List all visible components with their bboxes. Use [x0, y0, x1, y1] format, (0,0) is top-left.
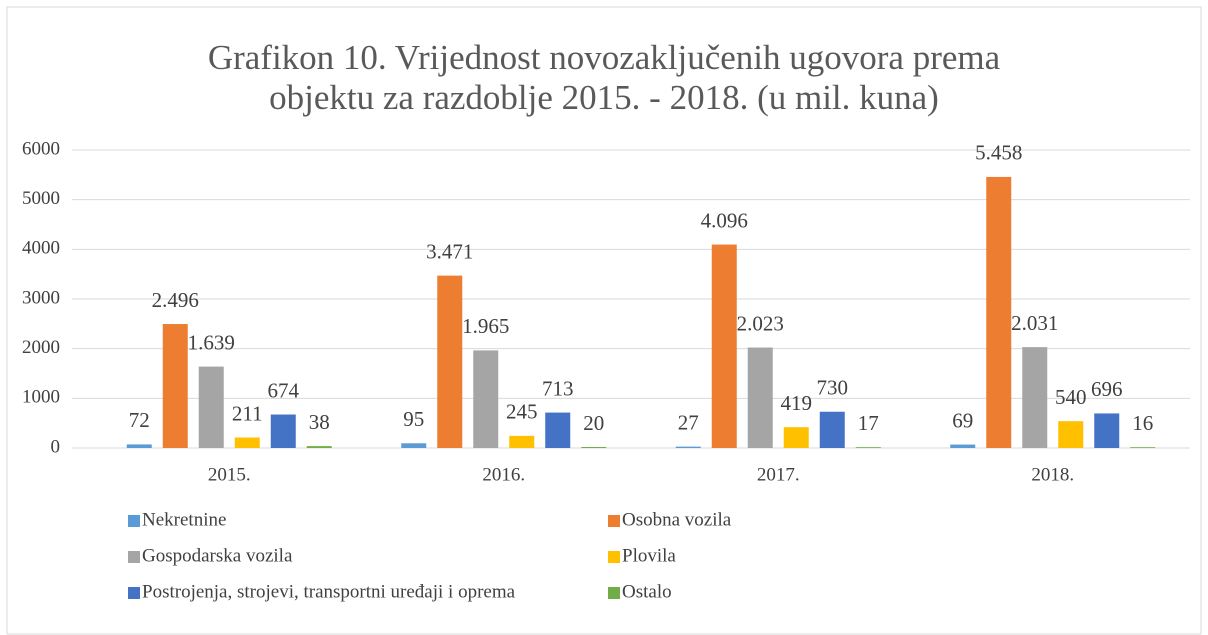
legend-swatch	[608, 587, 620, 599]
data-label: 245	[506, 400, 538, 424]
legend-label: Ostalo	[622, 581, 672, 602]
data-label: 4.096	[701, 208, 748, 232]
bar	[509, 435, 535, 448]
data-label: 38	[309, 410, 330, 434]
legend-swatch	[128, 587, 140, 599]
legend-label: Plovila	[622, 545, 676, 566]
bar	[1022, 347, 1048, 448]
data-label: 69	[952, 408, 973, 432]
bar	[234, 437, 260, 448]
data-label: 713	[542, 376, 574, 400]
legend-label: Osobna vozila	[622, 509, 732, 530]
bar	[401, 443, 427, 448]
data-label: 674	[268, 378, 300, 402]
bar	[437, 275, 463, 448]
y-tick-label: 6000	[22, 138, 60, 159]
bar	[306, 446, 332, 448]
data-label: 2.031	[1011, 311, 1058, 335]
bar	[581, 447, 607, 448]
data-label: 17	[858, 411, 879, 435]
data-label: 211	[232, 401, 263, 425]
data-label: 95	[403, 407, 424, 431]
legend-swatch	[608, 551, 620, 563]
y-tick-label: 1000	[22, 387, 60, 408]
bar	[747, 347, 773, 448]
legend-label: Gospodarska vozila	[142, 545, 293, 566]
data-label: 27	[678, 410, 699, 434]
bar	[783, 427, 809, 448]
data-label: 3.471	[426, 239, 473, 263]
legend-label: Postrojenja, strojevi, transportni uređa…	[142, 581, 516, 602]
x-tick-label: 2017.	[757, 464, 800, 485]
data-label: 1.639	[188, 330, 235, 354]
legend-swatch	[608, 515, 620, 527]
y-tick-label: 5000	[22, 188, 60, 209]
x-tick-label: 2018.	[1031, 464, 1074, 485]
bar	[855, 447, 881, 448]
data-label: 5.458	[975, 141, 1022, 165]
bar	[1058, 421, 1084, 448]
data-label: 2.496	[152, 288, 199, 312]
y-tick-label: 4000	[22, 238, 60, 259]
bar	[1094, 413, 1120, 448]
bar	[986, 176, 1012, 449]
bar	[545, 412, 571, 448]
bar	[950, 444, 976, 448]
bar	[126, 444, 152, 448]
data-label: 1.965	[462, 314, 509, 338]
data-label: 20	[583, 411, 604, 435]
legend-swatch	[128, 551, 140, 563]
y-tick-label: 2000	[22, 337, 60, 358]
y-tick-label: 0	[51, 436, 61, 457]
x-tick-label: 2015.	[208, 464, 251, 485]
chart-title: Grafikon 10. Vrijednost novozaključenih …	[207, 38, 1001, 117]
data-label: 16	[1132, 411, 1153, 435]
bar	[711, 244, 737, 448]
data-label: 419	[781, 391, 813, 415]
bar	[473, 350, 499, 448]
bar	[1130, 447, 1156, 448]
data-label: 730	[817, 376, 849, 400]
bar	[675, 446, 701, 448]
legend-label: Nekretnine	[142, 509, 226, 530]
y-tick-label: 3000	[22, 287, 60, 308]
bar	[819, 411, 845, 448]
chart-border	[6, 6, 1202, 635]
data-label: 696	[1091, 377, 1123, 401]
legend-swatch	[128, 515, 140, 527]
bar	[162, 324, 188, 448]
data-label: 540	[1055, 385, 1087, 409]
bar	[270, 414, 296, 448]
x-tick-label: 2016.	[482, 464, 525, 485]
data-label: 2.023	[737, 311, 784, 335]
bar	[198, 366, 224, 448]
data-label: 72	[129, 408, 150, 432]
